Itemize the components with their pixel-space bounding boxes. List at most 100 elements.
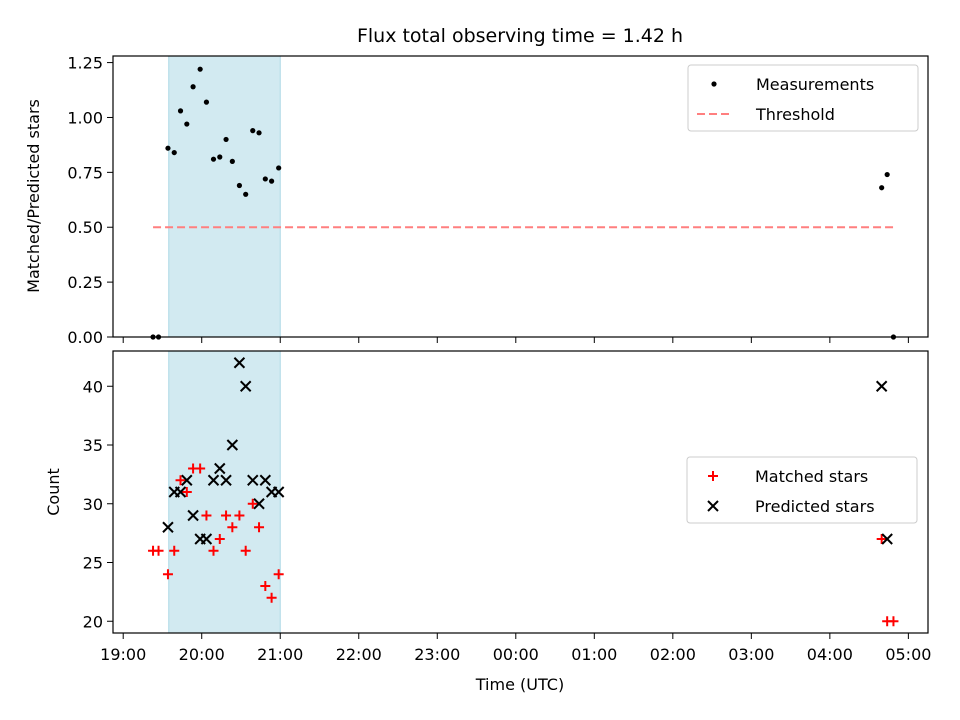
matched-star-point: [240, 545, 251, 556]
bottom-y-tick-label: 20: [83, 612, 103, 631]
predicted-star-point: [233, 357, 246, 369]
predicted-star-point: [181, 474, 193, 486]
measurement-point: [165, 145, 171, 151]
matched-star-point: [234, 510, 245, 521]
measurement-point: [236, 182, 243, 189]
top-y-tick-label: 0.25: [67, 273, 103, 292]
bottom-legend: Matched stars Predicted stars: [686, 456, 918, 524]
x-tick-label: 01:00: [571, 645, 617, 664]
measurement-point: [879, 185, 885, 191]
matched-star-point: [888, 616, 899, 627]
x-tick-label: 02:00: [650, 645, 696, 664]
matched-star-point: [273, 569, 284, 580]
bottom-y-tick-label: 35: [83, 436, 103, 455]
legend-marker-predicted-stars: [707, 500, 719, 512]
top-legend-box: [687, 64, 919, 132]
measurement-point: [210, 156, 217, 162]
predicted-star-point: [220, 474, 232, 486]
x-tick-label: 21:00: [257, 645, 303, 664]
legend-label: Matched stars: [755, 467, 868, 486]
bottom-y-tick-label: 40: [83, 377, 103, 396]
matched-star-point: [201, 510, 212, 521]
x-tick-label: 19:00: [100, 645, 146, 664]
legend-marker-measurements: [711, 81, 717, 87]
matched-star-point: [260, 581, 271, 591]
predicted-star-point: [247, 474, 259, 486]
measurement-point: [190, 84, 196, 90]
measurement-point: [223, 136, 229, 143]
predicted-star-point: [259, 474, 272, 486]
predicted-star-point: [253, 498, 265, 510]
predicted-star-point: [239, 380, 252, 392]
measurement-point: [197, 66, 203, 72]
measurement-point: [243, 191, 249, 197]
matched-star-point: [214, 534, 225, 544]
predicted-star-point: [272, 486, 285, 498]
x-axis-label: Time (UTC): [475, 675, 564, 694]
measurement-point: [262, 176, 268, 182]
predicted-star-point: [174, 486, 187, 498]
x-tick-label: 05:00: [885, 645, 931, 664]
matched-star-point: [227, 522, 238, 533]
measurement-point: [884, 171, 890, 178]
matched-star-point: [162, 569, 173, 580]
predicted-star-point: [207, 474, 220, 486]
matched-star-point: [876, 534, 887, 544]
predicted-star-point: [162, 521, 174, 533]
bottom-y-tick-label: 30: [83, 495, 103, 514]
x-tick-label: 22:00: [336, 645, 382, 664]
top-y-tick-label: 0.75: [67, 163, 103, 182]
top-axes-frame: [112, 55, 929, 338]
predicted-star-point: [200, 533, 213, 545]
top-y-axis-label: Matched/Predicted stars: [24, 99, 43, 293]
legend-label: Measurements: [756, 75, 874, 94]
x-tick-label: 04:00: [807, 645, 853, 664]
bottom-y-axis-label: Count: [44, 468, 63, 516]
predicted-star-point: [881, 533, 893, 545]
x-tick-label: 20:00: [179, 645, 225, 664]
bottom-panel: 20 25 30 35 40 19:00 20:00 21:00 22:00 23:00 00:00…: [83, 350, 931, 664]
legend-marker-matched-stars: [708, 471, 718, 481]
matched-star-point: [254, 522, 265, 533]
measurement-point: [171, 149, 177, 156]
chart-title: Flux total observing time = 1.42 h: [357, 25, 683, 47]
x-tick-label: 23:00: [414, 645, 460, 664]
measurement-point: [276, 165, 282, 171]
bottom-legend-box: [686, 456, 918, 524]
measurement-point: [250, 128, 256, 134]
bottom-y-tick-label: 25: [83, 554, 103, 573]
x-tick-label: 00:00: [493, 645, 539, 664]
matched-star-point: [169, 545, 180, 556]
top-legend: Measurements Threshold: [687, 64, 919, 132]
matched-star-point: [175, 475, 186, 486]
matched-star-point: [181, 487, 192, 497]
predicted-star-point: [226, 439, 239, 451]
matched-star-point: [195, 463, 206, 474]
top-y-tick-label: 0.50: [67, 218, 103, 237]
measurement-point: [229, 158, 235, 164]
measurement-point: [184, 121, 190, 127]
top-panel: 0.00 0.25 0.50 0.75 1.00 1.25 Measurements Thre…: [67, 54, 929, 347]
top-y-tick-label: 1.00: [67, 108, 103, 127]
legend-label: Threshold: [755, 105, 835, 124]
matched-star-point: [247, 498, 258, 509]
matched-star-point: [208, 545, 219, 556]
measurement-point: [203, 99, 210, 105]
matched-star-point: [153, 545, 164, 556]
top-observing-span: [168, 55, 281, 338]
measurement-point: [177, 108, 184, 114]
matched-star-point: [266, 592, 277, 603]
x-tick-label: 03:00: [728, 645, 774, 664]
legend-label: Predicted stars: [755, 497, 875, 516]
predicted-star-point: [875, 380, 888, 392]
bottom-axes-frame: [112, 350, 929, 634]
measurement-point: [256, 130, 262, 136]
measurement-point: [217, 154, 223, 160]
matched-star-point: [221, 510, 232, 521]
top-y-tick-label: 0.00: [67, 328, 103, 347]
top-y-tick-label: 1.25: [67, 54, 103, 73]
measurement-point: [269, 178, 275, 184]
predicted-star-point: [214, 462, 226, 475]
predicted-star-point: [187, 509, 199, 522]
